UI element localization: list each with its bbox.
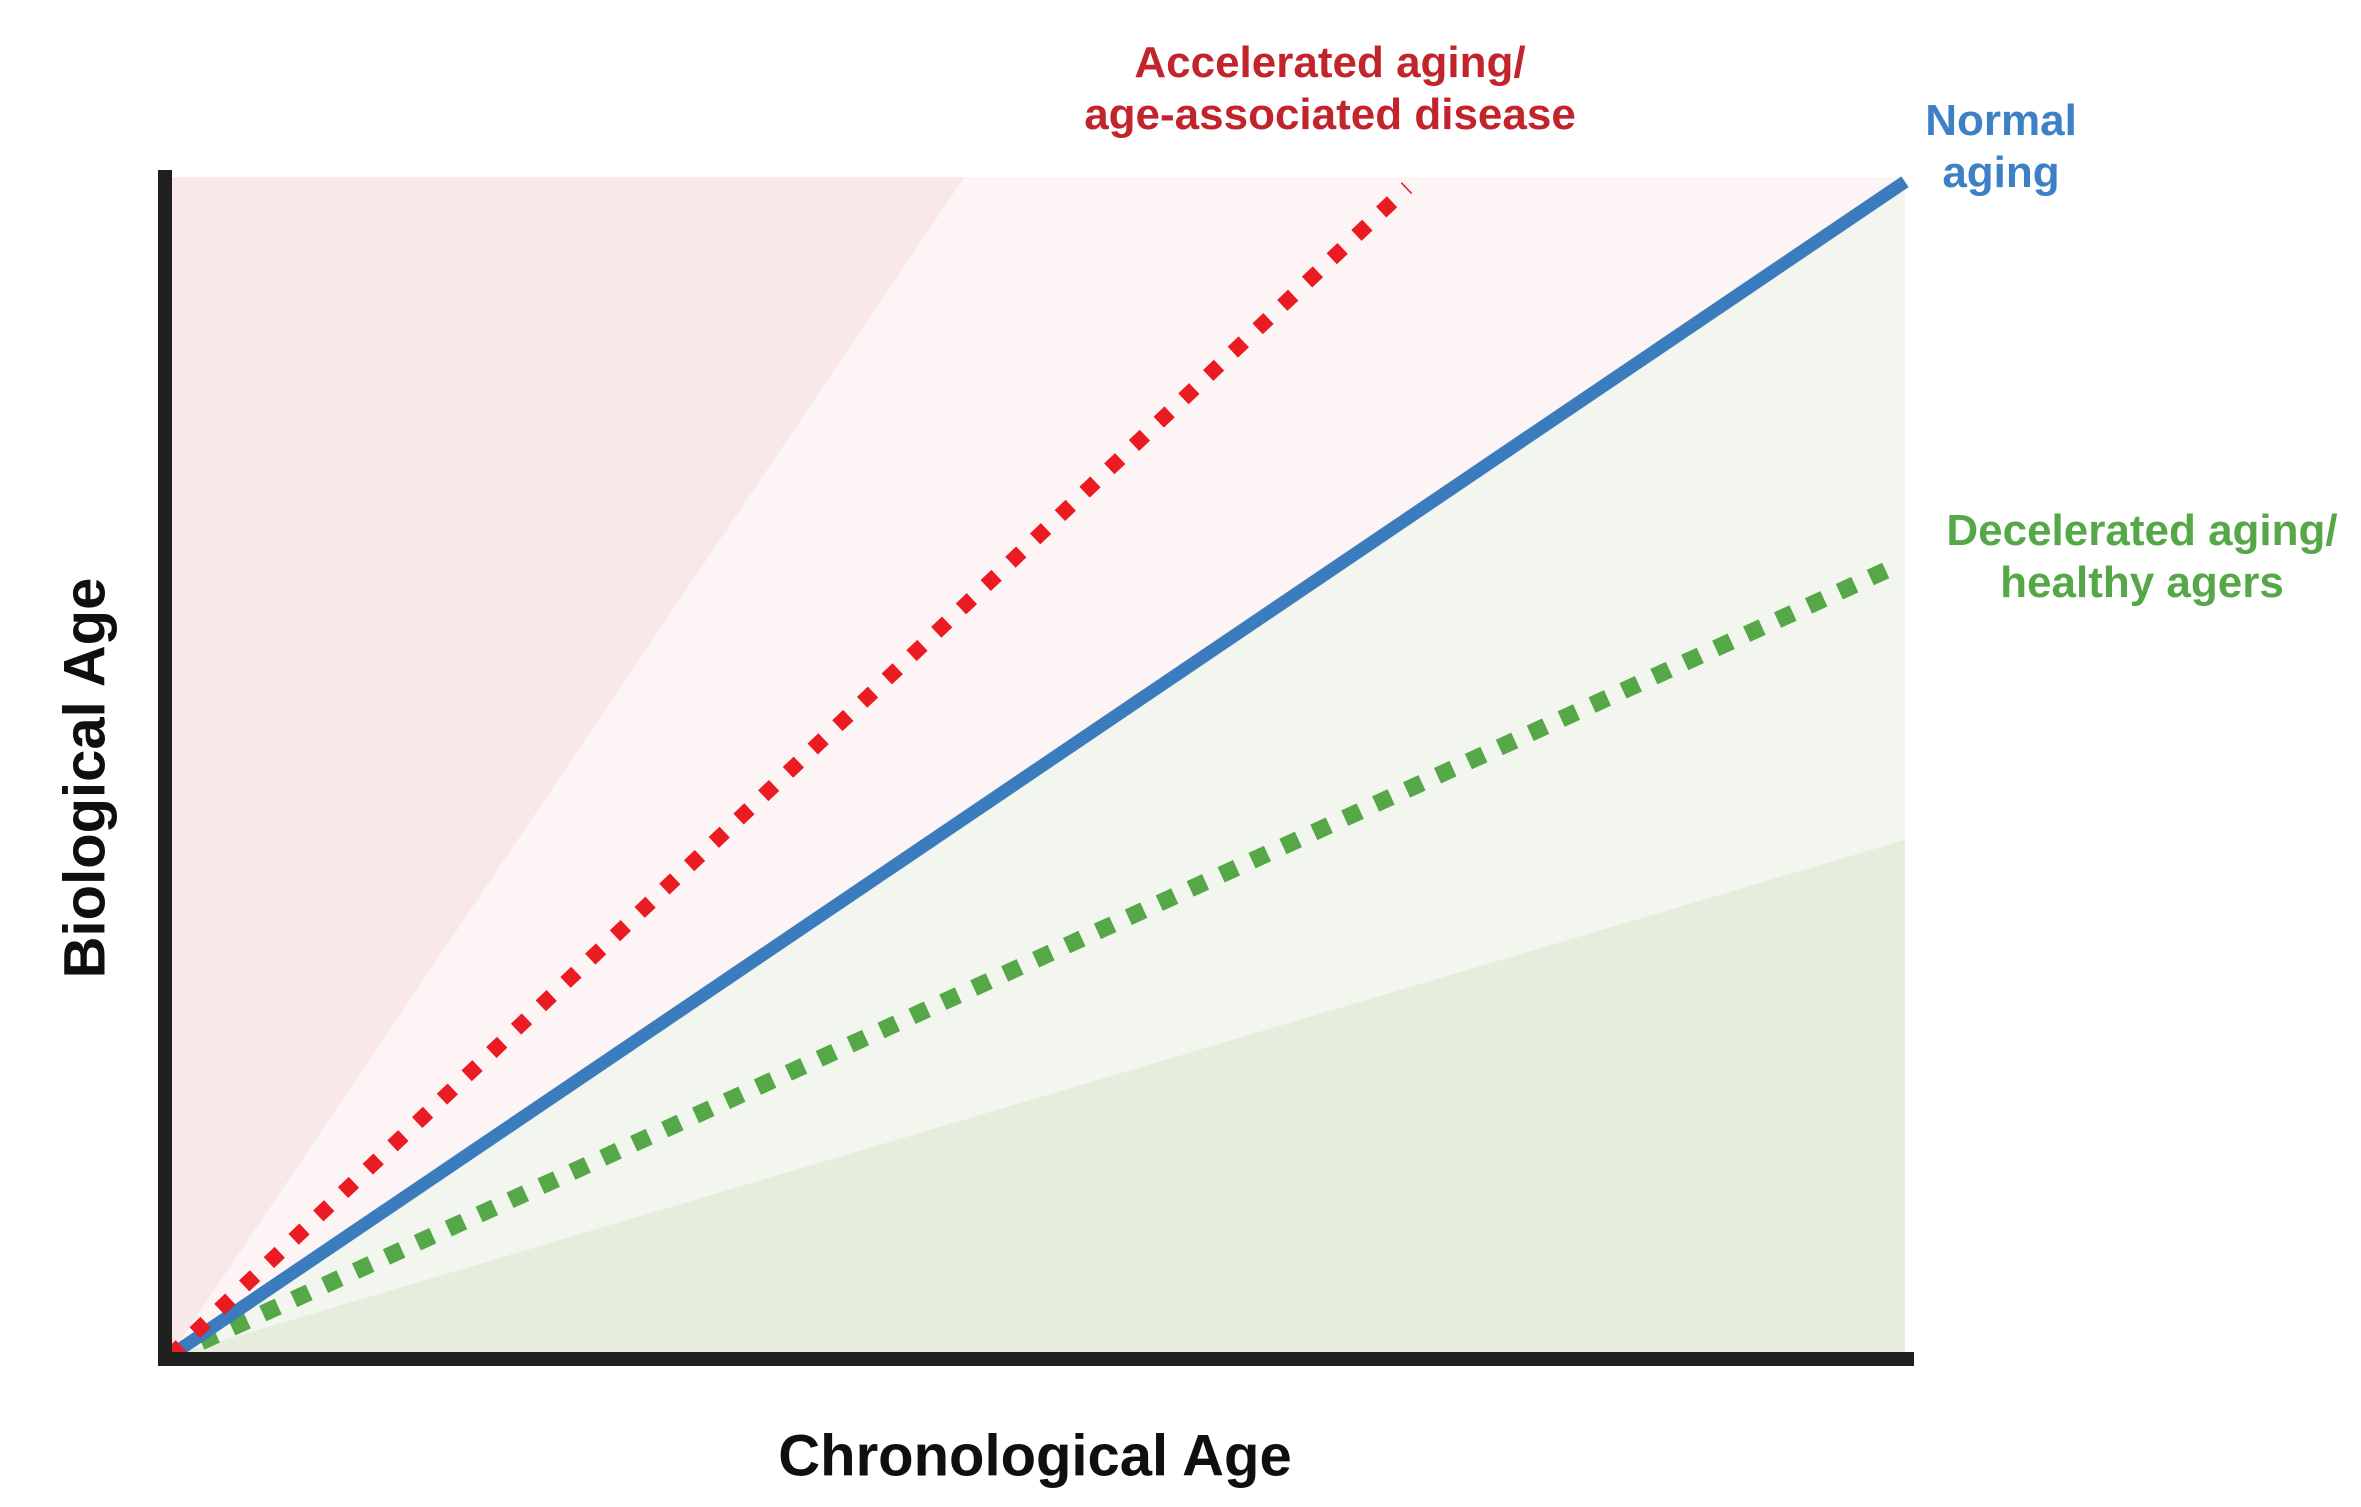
accelerated-aging-annotation-line2: age-associated disease	[1084, 90, 1576, 139]
normal-aging-line	[166, 176, 1909, 1362]
decelerated-zone-shading	[170, 839, 1905, 1356]
accelerated-aging-annotation-line1: Accelerated aging/	[1134, 38, 1526, 88]
decelerated-aging-annotation-line2: healthy agers	[2000, 558, 2284, 607]
accelerated-aging-annotation: Accelerated aging/ age-associated diseas…	[1084, 37, 1576, 141]
x-axis-label: Chronological Age	[778, 1423, 1292, 1489]
y-axis-label: Biological Age	[52, 577, 118, 979]
decelerated-aging-line	[166, 559, 1897, 1364]
accelerated-aging-line	[164, 182, 1413, 1362]
normal-aging-annotation: Normal aging	[1925, 95, 2077, 199]
normal-aging-annotation-line1: Normal	[1925, 96, 2077, 146]
decelerated-aging-annotation-line1: Decelerated aging/	[1946, 506, 2338, 556]
normal-aging-annotation-line2: aging	[1942, 148, 2060, 197]
decelerated-aging-annotation: Decelerated aging/ healthy agers	[1946, 505, 2337, 609]
axes	[158, 170, 1914, 1366]
lower-middle-zone-shading	[170, 181, 1905, 1356]
